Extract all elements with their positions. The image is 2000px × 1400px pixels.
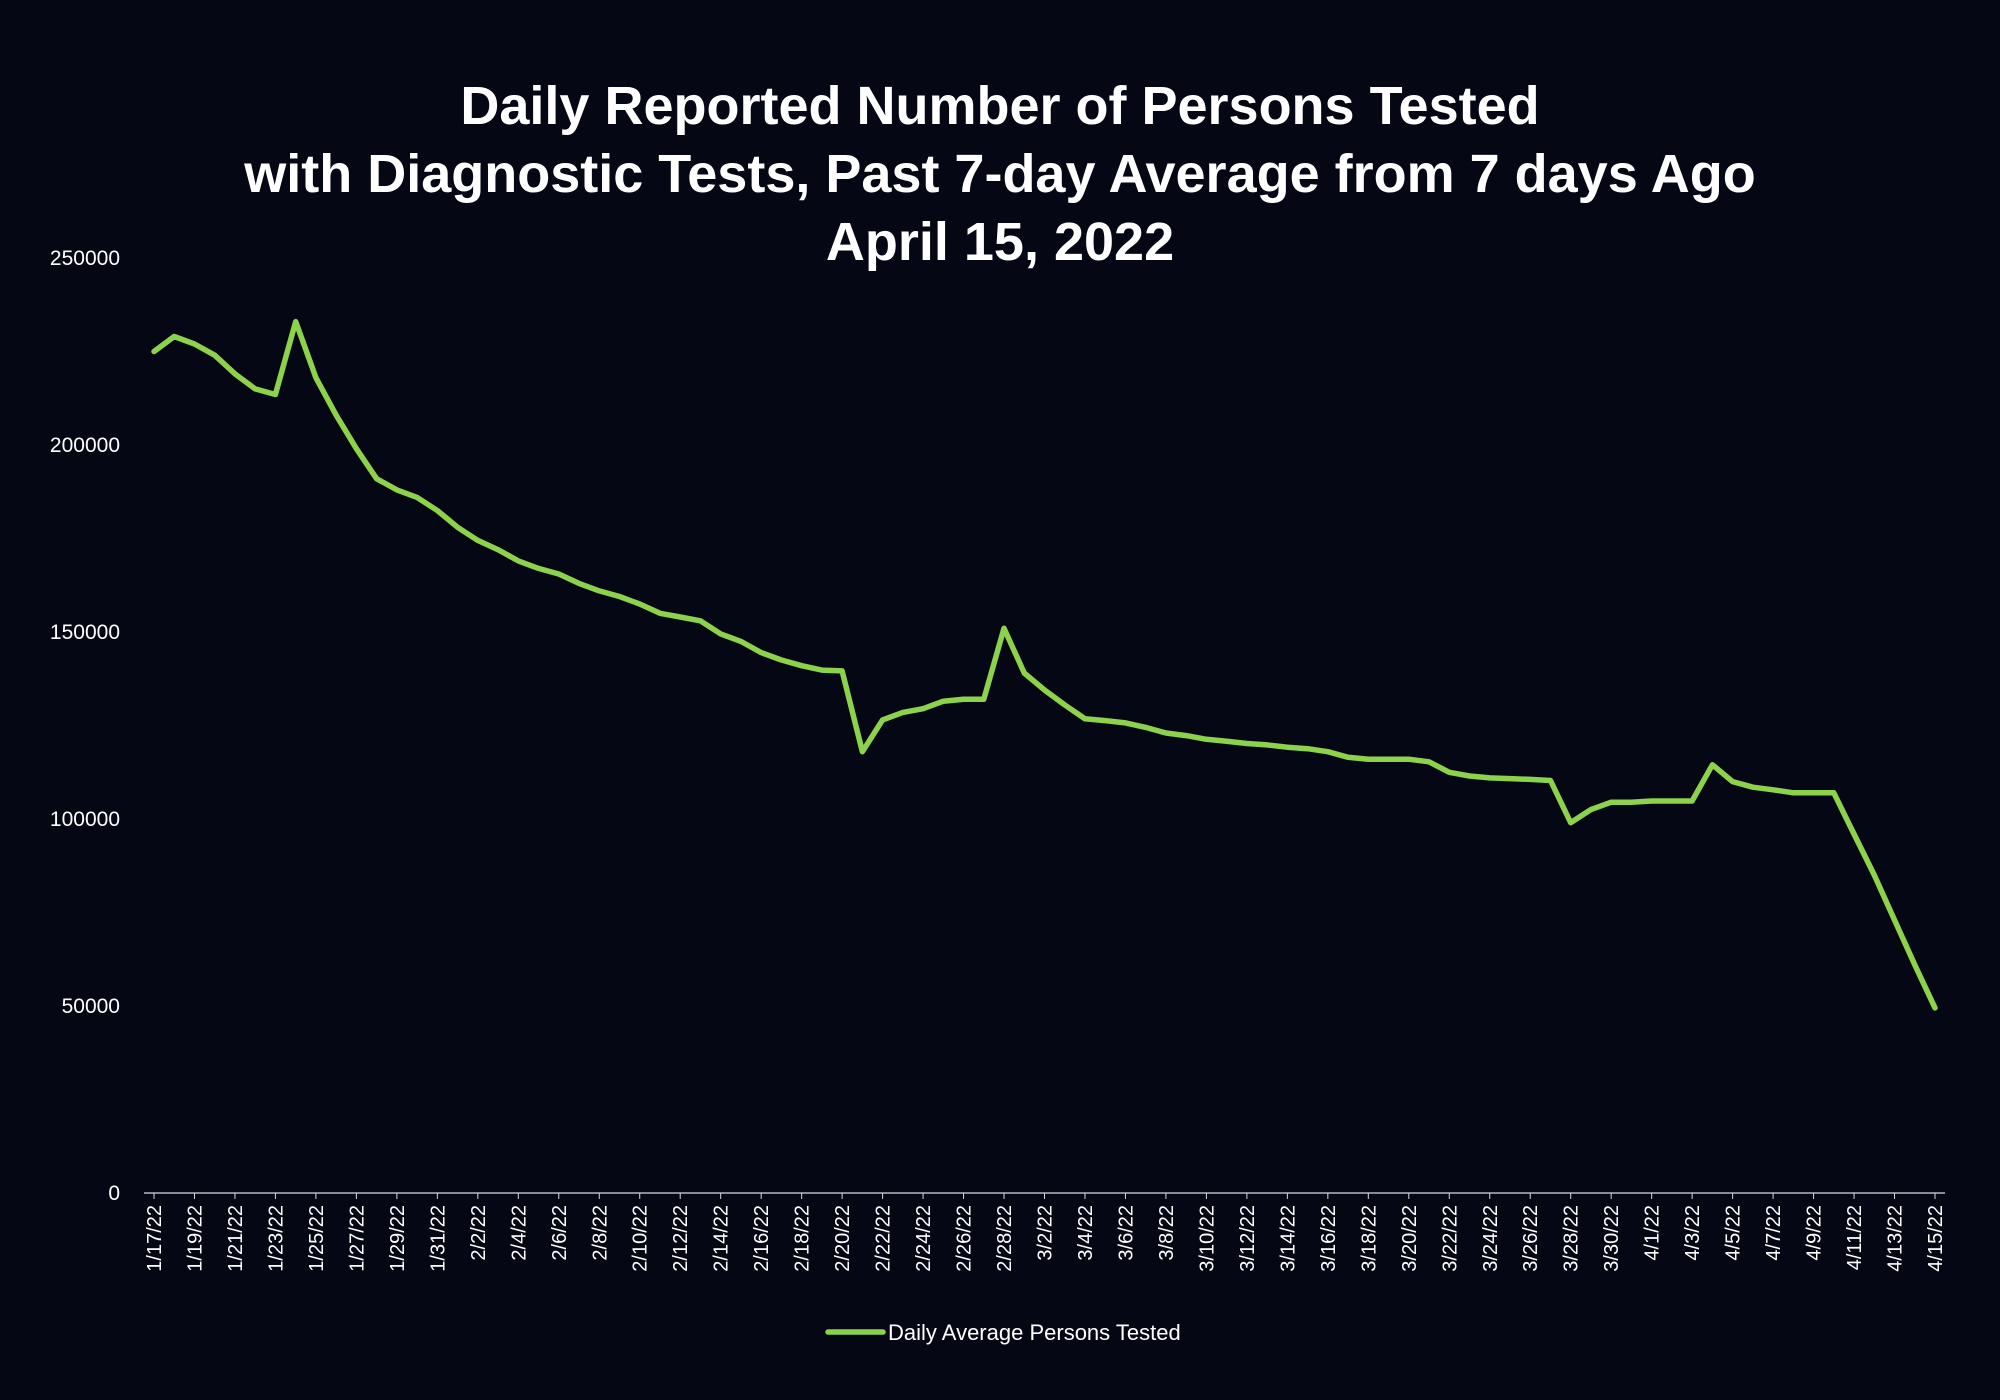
series-group	[151, 318, 1938, 1011]
x-tick-label: 3/30/22	[1601, 1205, 1623, 1272]
series-line-daily-average-persons-tested	[151, 318, 1938, 1011]
x-tick-label: 4/3/22	[1682, 1205, 1704, 1261]
x-tick-label: 1/25/22	[306, 1205, 328, 1272]
x-tick-label: 2/6/22	[549, 1205, 571, 1261]
x-tick-label: 2/8/22	[589, 1205, 611, 1261]
y-tick-label: 100000	[50, 808, 120, 831]
y-tick-label: 200000	[50, 434, 120, 457]
x-tick-label: 3/12/22	[1237, 1205, 1259, 1272]
x-tick-label: 4/7/22	[1763, 1205, 1785, 1261]
y-tick-label: 150000	[50, 621, 120, 644]
x-tick-label: 2/22/22	[873, 1205, 895, 1272]
x-tick-label: 2/14/22	[711, 1205, 733, 1272]
legend-label: Daily Average Persons Tested	[888, 1320, 1181, 1345]
y-tick-label: 0	[108, 1182, 120, 1205]
chart-title-line-3: April 15, 2022	[825, 212, 1175, 272]
chart-title-line-2: with Diagnostic Tests, Past 7-day Averag…	[244, 144, 1756, 204]
x-tick-label: 2/26/22	[954, 1205, 976, 1272]
chart-title-line-1: Daily Reported Number of Persons Tested	[460, 76, 1540, 136]
x-tick-label: 3/18/22	[1358, 1205, 1380, 1272]
x-tick-label: 4/1/22	[1642, 1205, 1664, 1261]
x-tick-label: 4/11/22	[1844, 1205, 1866, 1270]
x-tick-label: 3/26/22	[1520, 1205, 1542, 1272]
x-tick-label: 2/18/22	[792, 1205, 814, 1272]
x-tick-label: 3/20/22	[1399, 1205, 1421, 1272]
y-axis-ticks: 0 50000 100000 150000 200000 250000	[50, 247, 120, 1205]
x-tick-label: 2/20/22	[832, 1205, 854, 1272]
x-tick-label: 2/16/22	[751, 1205, 773, 1272]
x-tick-label: 3/4/22	[1075, 1205, 1097, 1261]
x-tick-label: 3/16/22	[1318, 1205, 1340, 1272]
x-tick-label: 3/2/22	[1035, 1205, 1057, 1261]
x-tick-label: 2/12/22	[670, 1205, 692, 1272]
x-tick-label: 4/9/22	[1804, 1205, 1826, 1261]
x-tick-label: 2/24/22	[913, 1205, 935, 1272]
x-axis-ticks: 1/17/22 1/19/22 1/21/22 1/23/22 1/25/22 1/27/…	[144, 1193, 1947, 1272]
x-tick-label: 3/8/22	[1156, 1205, 1178, 1261]
legend: Daily Average Persons Tested	[825, 1320, 1181, 1345]
x-tick-label: 1/23/22	[265, 1205, 287, 1272]
x-tick-label: 3/14/22	[1277, 1205, 1299, 1272]
x-tick-label: 3/6/22	[1115, 1205, 1137, 1261]
y-tick-label: 250000	[50, 247, 120, 270]
x-tick-label: 3/10/22	[1196, 1205, 1218, 1272]
x-tick-label: 3/24/22	[1480, 1205, 1502, 1272]
x-tick-label: 2/10/22	[630, 1205, 652, 1272]
x-tick-label: 2/28/22	[994, 1205, 1016, 1272]
x-tick-label: 1/19/22	[184, 1205, 206, 1272]
x-tick-label: 1/29/22	[387, 1205, 409, 1272]
x-tick-label: 1/17/22	[144, 1205, 166, 1272]
x-tick-label: 2/4/22	[508, 1205, 530, 1261]
x-tick-label: 3/28/22	[1561, 1205, 1583, 1272]
x-tick-label: 1/27/22	[346, 1205, 368, 1272]
x-tick-label: 1/21/22	[225, 1205, 247, 1272]
x-tick-label: 1/31/22	[427, 1205, 449, 1272]
x-tick-label: 4/5/22	[1723, 1205, 1745, 1261]
y-tick-label: 50000	[62, 995, 120, 1018]
x-tick-label: 3/22/22	[1439, 1205, 1461, 1272]
x-tick-label: 4/15/22	[1925, 1205, 1947, 1272]
x-tick-label: 2/2/22	[468, 1205, 490, 1261]
chart-title: Daily Reported Number of Persons Tested …	[0, 72, 2000, 276]
x-tick-label: 4/13/22	[1885, 1205, 1907, 1272]
